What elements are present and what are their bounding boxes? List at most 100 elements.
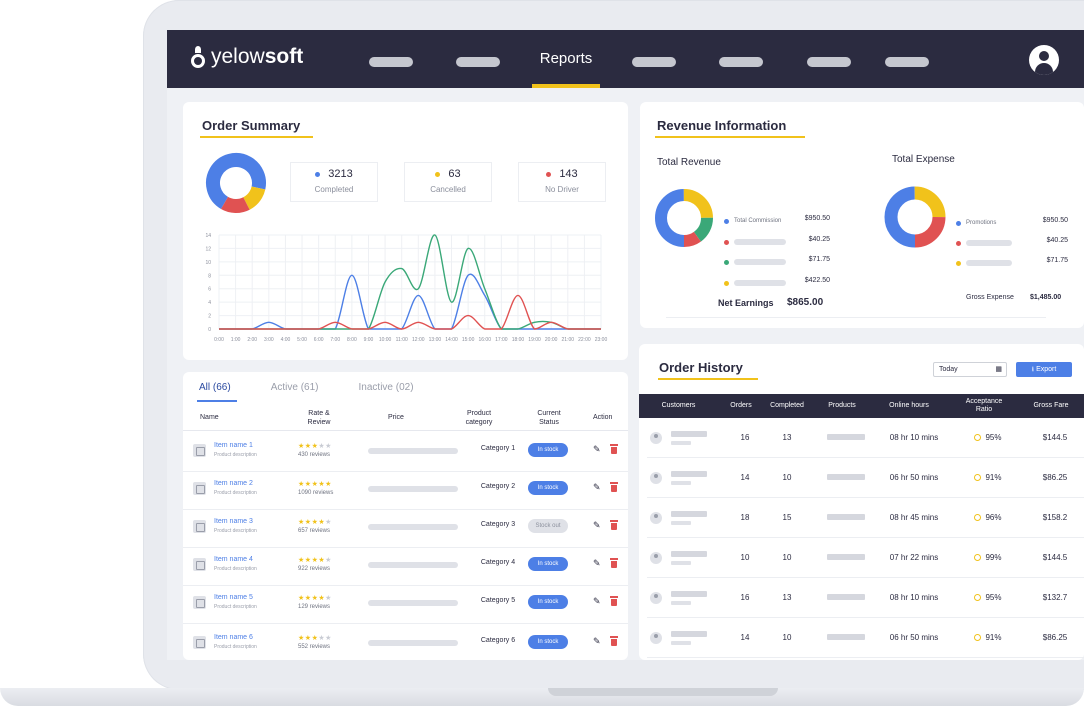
order-row[interactable]: 14 10 06 hr 50 mins 91% $86.25 [647, 458, 1084, 498]
export-button[interactable]: ⭳ Export [1016, 362, 1072, 377]
ratio-ring-icon [974, 514, 982, 521]
nav-active-indicator [532, 84, 600, 88]
delete-trash-icon[interactable] [610, 596, 618, 606]
top-navigation-bar: yelowsoft Reports [167, 30, 1084, 88]
customer-avatar-icon [650, 552, 662, 564]
product-row[interactable]: Item name 1 Product description ★★★★★ 430 r… [183, 432, 628, 472]
tab-inactive[interactable]: Inactive (02) [358, 382, 414, 393]
revenue-item: Total Commission [724, 218, 781, 224]
order-summary-donut [206, 153, 266, 213]
order-row[interactable]: 16 13 08 hr 10 mins 95% $132.7 [647, 578, 1084, 618]
edit-pencil-icon[interactable]: ✎ [593, 636, 601, 646]
series-line-2 [218, 234, 601, 330]
product-name[interactable]: Item name 1 [214, 442, 253, 449]
product-row[interactable]: Item name 5 Product description ★★★★★ 129 r… [183, 584, 628, 624]
x-tick-label: 0:00 [214, 337, 224, 343]
product-description: Product description [214, 452, 257, 458]
customer-avatar-icon [650, 632, 662, 644]
expense-item-value: $40.25 [1046, 237, 1068, 244]
x-tick-label: 15:00 [462, 337, 475, 343]
status-badge: In stock [528, 557, 568, 571]
product-category: Category 1 [480, 445, 516, 452]
net-earnings-label: Net Earnings [718, 298, 774, 308]
total-revenue-label: Total Revenue [657, 157, 721, 168]
ratio-ring-icon [974, 554, 982, 561]
completed-count: 13 [782, 593, 792, 602]
order-row[interactable]: 10 10 07 hr 22 mins 99% $144.5 [647, 538, 1084, 578]
logo[interactable]: yelowsoft [191, 45, 303, 69]
product-image-icon [193, 596, 206, 609]
donut-segment-completed [206, 153, 266, 213]
date-picker[interactable]: Today ▦ [933, 362, 1007, 377]
order-count: 10 [740, 553, 750, 562]
edit-pencil-icon[interactable]: ✎ [593, 558, 601, 568]
label-placeholder [734, 259, 786, 265]
nav-item-5[interactable] [807, 57, 851, 67]
nav-item-4[interactable] [719, 57, 763, 67]
x-tick-label: 17:00 [495, 337, 508, 343]
products-placeholder [827, 514, 865, 520]
nav-item-2[interactable] [456, 57, 500, 67]
delete-trash-icon[interactable] [610, 558, 618, 568]
col-gross-fare: Gross Fare [1033, 402, 1069, 409]
series-line-3 [218, 294, 601, 330]
x-tick-label: 2:00 [247, 337, 257, 343]
edit-pencil-icon[interactable]: ✎ [593, 482, 601, 492]
label-placeholder [966, 260, 1012, 266]
orders-line-chart: 0 2 4 6 8 10 12 14 0:00 1:00 2:00 3:00 4:00 5:00 6:00 7… [205, 233, 607, 343]
edit-pencil-icon[interactable]: ✎ [593, 444, 601, 454]
rating-stars-icon: ★★★★★ [298, 557, 332, 564]
nav-item-6[interactable] [885, 57, 929, 67]
nav-item-1[interactable] [369, 57, 413, 67]
delete-trash-icon[interactable] [610, 482, 618, 492]
y-tick-label: 12 [205, 246, 211, 252]
status-badge: In stock [528, 481, 568, 495]
nav-item-3[interactable] [632, 57, 676, 67]
tab-active[interactable]: Active (61) [270, 382, 319, 393]
order-row[interactable]: 16 13 08 hr 10 mins 95% $144.5 [647, 418, 1084, 458]
delete-trash-icon[interactable] [610, 444, 618, 454]
gross-expense-value: $1,485.00 [1030, 294, 1062, 301]
revenue-donut [655, 189, 713, 247]
legend-dot [724, 239, 729, 245]
nav-item-reports[interactable]: Reports [539, 50, 593, 67]
rating-stars-icon: ★★★★★ [298, 519, 332, 526]
calendar-icon: ▦ [995, 366, 1002, 373]
y-tick-label: 8 [208, 273, 211, 279]
label-placeholder [734, 280, 786, 286]
app-screen: yelowsoft Reports Order Summary 3213 Com… [167, 30, 1084, 660]
product-name[interactable]: Item name 4 [214, 556, 253, 563]
customer-avatar-icon [650, 592, 662, 604]
product-row[interactable]: Item name 4 Product description ★★★★★ 922 r… [183, 546, 628, 586]
product-name[interactable]: Item name 5 [214, 594, 253, 601]
label-placeholder [966, 240, 1012, 246]
ratio-ring-icon [974, 474, 982, 481]
acceptance-ratio: 96% [965, 513, 1011, 522]
product-name[interactable]: Item name 3 [214, 518, 253, 525]
order-count: 18 [740, 513, 750, 522]
delete-trash-icon[interactable] [610, 520, 618, 530]
order-row[interactable]: 18 15 08 hr 45 mins 96% $158.2 [647, 498, 1084, 538]
product-name[interactable]: Item name 2 [214, 480, 253, 487]
product-row[interactable]: Item name 2 Product description ★★★★★ 1090 … [183, 470, 628, 510]
product-name[interactable]: Item name 6 [214, 634, 253, 641]
revenue-card: Revenue Information Total Revenue Total … [640, 102, 1084, 328]
x-tick-label: 5:00 [297, 337, 307, 343]
tab-all[interactable]: All (66) [199, 382, 231, 393]
revenue-item [724, 280, 786, 286]
product-row[interactable]: Item name 3 Product description ★★★★★ 657 r… [183, 508, 628, 548]
rating-stars-icon: ★★★★★ [298, 443, 332, 450]
x-tick-label: 6:00 [314, 337, 324, 343]
product-row[interactable]: Item name 6 Product description ★★★★★ 552 r… [183, 624, 628, 660]
user-avatar-icon[interactable] [1029, 45, 1059, 75]
review-count: 430 reviews [298, 452, 331, 458]
revenue-title-underline [655, 136, 805, 138]
edit-pencil-icon[interactable]: ✎ [593, 520, 601, 530]
x-tick-label: 9:00 [364, 337, 374, 343]
edit-pencil-icon[interactable]: ✎ [593, 596, 601, 606]
completed-dot [315, 171, 321, 177]
delete-trash-icon[interactable] [610, 636, 618, 646]
col-orders: Orders [730, 402, 752, 409]
order-row[interactable]: 14 10 06 hr 50 mins 91% $86.25 [647, 618, 1084, 658]
price-placeholder [368, 524, 458, 530]
